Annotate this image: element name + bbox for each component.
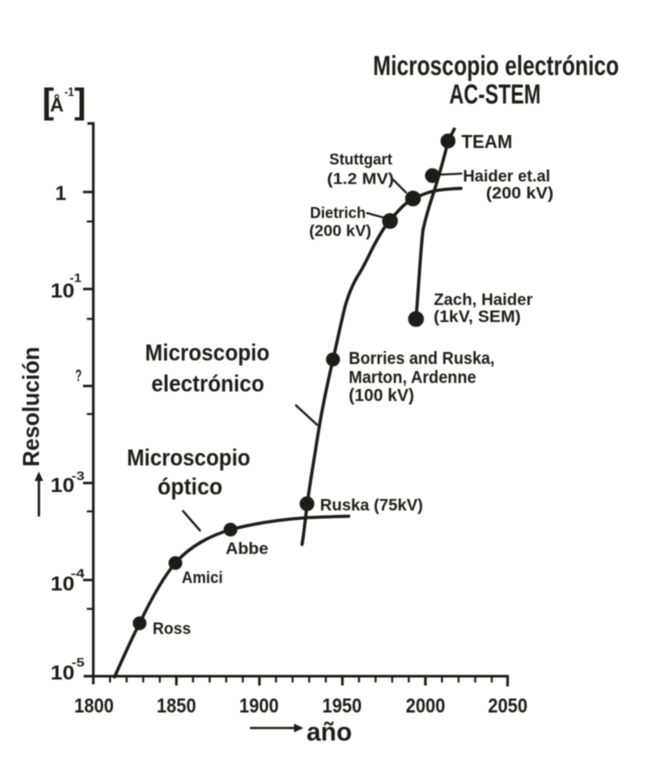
svg-text:Marton, Ardenne: Marton, Ardenne xyxy=(349,367,477,387)
svg-text:Dietrich: Dietrich xyxy=(310,205,366,222)
svg-text:Zach, Haider: Zach, Haider xyxy=(434,290,533,309)
svg-text:(200 kV): (200 kV) xyxy=(309,223,371,240)
svg-text:10: 10 xyxy=(51,573,75,595)
svg-text:1900: 1900 xyxy=(239,696,279,718)
svg-text:1800: 1800 xyxy=(74,696,114,718)
svg-text:-1: -1 xyxy=(65,85,75,99)
svg-text:año: año xyxy=(307,717,353,747)
svg-text:2050: 2050 xyxy=(488,696,528,718)
svg-text:Stuttgart: Stuttgart xyxy=(329,152,393,169)
svg-text:Microscopio: Microscopio xyxy=(145,339,270,365)
svg-text:-1: -1 xyxy=(70,271,82,285)
svg-text:(200 kV): (200 kV) xyxy=(486,184,554,203)
svg-text:Amici: Amici xyxy=(182,568,223,587)
svg-text:Abbe: Abbe xyxy=(226,539,269,558)
svg-text:(100 kV): (100 kV) xyxy=(349,385,414,405)
svg-text:-4: -4 xyxy=(71,566,85,580)
svg-text:10: 10 xyxy=(51,475,75,497)
svg-text:Microscopio electrónico: Microscopio electrónico xyxy=(373,50,619,81)
svg-text:-5: -5 xyxy=(72,655,85,669)
svg-text:electrónico: electrónico xyxy=(151,371,264,397)
svg-text:Ross: Ross xyxy=(153,619,191,638)
svg-text:]: ] xyxy=(74,81,86,121)
svg-text:1950: 1950 xyxy=(322,696,362,718)
svg-text:Ruska (75kV): Ruska (75kV) xyxy=(320,496,423,515)
svg-text:Microscopio: Microscopio xyxy=(127,445,251,471)
svg-text:óptico: óptico xyxy=(158,473,223,499)
svg-text:(1.2 MV): (1.2 MV) xyxy=(327,171,394,188)
svg-text:2000: 2000 xyxy=(406,696,446,718)
svg-text:AC-STEM: AC-STEM xyxy=(449,79,541,110)
svg-text:[: [ xyxy=(42,81,54,121)
svg-text:Resolución: Resolución xyxy=(18,347,44,467)
svg-text:?: ? xyxy=(75,367,82,385)
svg-text:TEAM: TEAM xyxy=(461,132,512,152)
svg-text:10: 10 xyxy=(51,281,75,303)
svg-text:1850: 1850 xyxy=(157,696,197,718)
svg-text:10: 10 xyxy=(51,662,75,684)
svg-text:-3: -3 xyxy=(72,469,85,483)
svg-text:Borries and Ruska,: Borries and Ruska, xyxy=(349,348,495,368)
svg-text:1: 1 xyxy=(55,183,66,205)
svg-text:Å: Å xyxy=(50,95,64,116)
svg-text:Haider et.al: Haider et.al xyxy=(463,167,550,186)
svg-text:(1kV, SEM): (1kV, SEM) xyxy=(434,307,521,326)
